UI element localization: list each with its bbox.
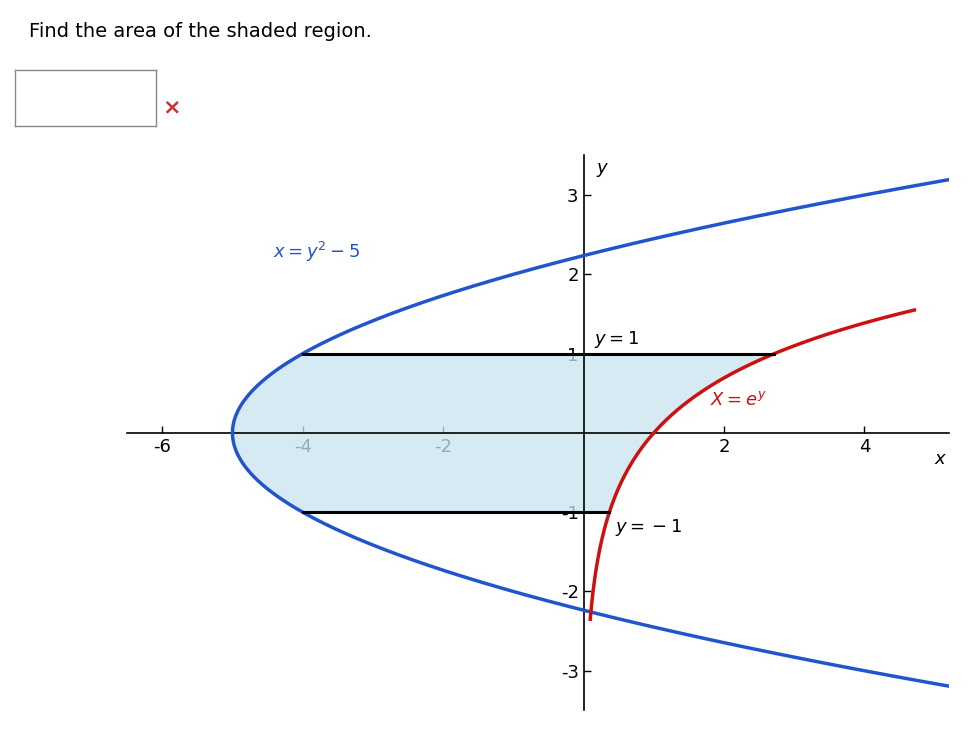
- Text: $X = e^y$: $X = e^y$: [709, 391, 766, 409]
- Text: ×: ×: [161, 97, 181, 118]
- Text: Find the area of the shaded region.: Find the area of the shaded region.: [29, 22, 372, 41]
- Text: $x = y^2 - 5$: $x = y^2 - 5$: [273, 240, 360, 264]
- Text: y: y: [596, 159, 606, 178]
- Text: $y = -1$: $y = -1$: [615, 517, 682, 538]
- Text: x: x: [934, 451, 944, 468]
- Text: $y = 1$: $y = 1$: [593, 329, 638, 350]
